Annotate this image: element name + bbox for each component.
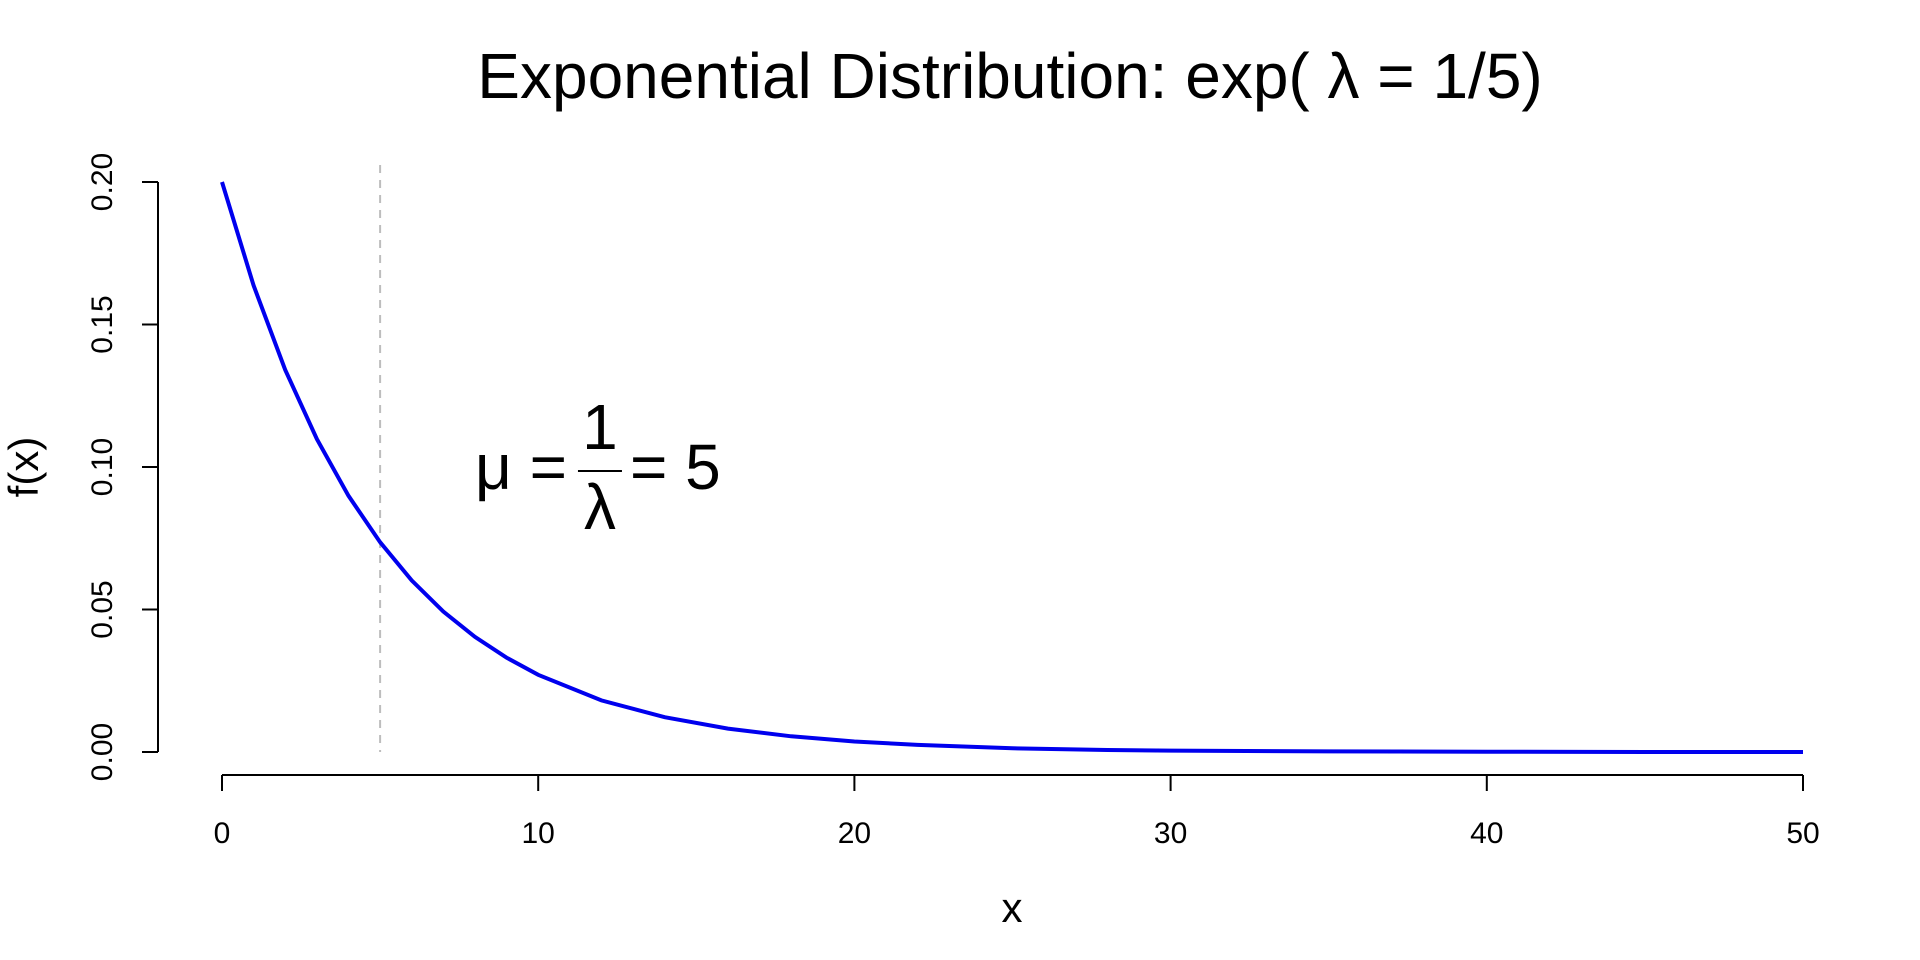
y-tick-label: 0.20 [86,153,119,211]
x-ticks: 0 10 20 30 40 50 [214,775,1820,850]
x-tick-label: 30 [1154,817,1187,850]
y-tick-label: 0.05 [86,580,119,638]
x-tick-label: 50 [1786,817,1819,850]
y-ticks: 0.00 0.05 0.10 0.15 0.20 [86,153,158,781]
annotation-lhs: μ = [475,431,567,503]
x-axis-label: x [1002,884,1023,931]
chart-title: Exponential Distribution: exp( λ = 1/5) [477,40,1542,112]
y-tick-label: 0.15 [86,295,119,353]
x-axis: 0 10 20 30 40 50 x [214,774,1820,931]
x-tick-label: 20 [838,817,871,850]
annotation-numerator: 1 [582,391,618,463]
y-axis-label: f(x) [0,437,47,498]
annotation-rhs: = 5 [630,431,721,503]
y-axis: 0.00 0.05 0.10 0.15 0.20 f(x) [0,153,159,781]
x-tick-label: 0 [214,817,231,850]
y-tick-label: 0.00 [86,723,119,781]
mean-annotation: μ = 1 λ = 5 [475,391,721,543]
y-tick-label: 0.10 [86,438,119,496]
density-curve [220,181,1803,754]
x-tick-label: 40 [1470,817,1503,850]
x-tick-label: 10 [522,817,555,850]
annotation-denominator: λ [584,471,616,543]
